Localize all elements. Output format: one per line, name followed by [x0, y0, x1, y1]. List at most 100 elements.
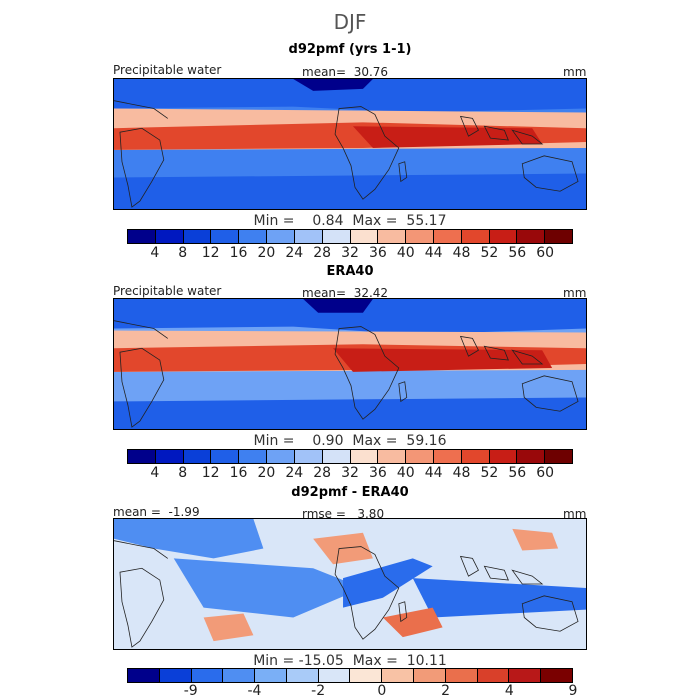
colorbar-swatch [155, 450, 184, 463]
colorbar-swatch [406, 230, 434, 243]
colorbar-swatch [378, 450, 407, 463]
panel3-title: d92pmf - ERA40 [291, 485, 409, 500]
colorbar-swatch [461, 230, 490, 243]
colorbar-swatch [223, 669, 256, 682]
colorbar-tick-label: 24 [285, 465, 304, 481]
panel3-colorbar [127, 668, 573, 683]
field-contour [114, 79, 586, 113]
colorbar-tick-label: 4 [150, 465, 160, 481]
panel2-minmax: Min = 0.90 Max = 59.16 [253, 433, 447, 449]
panel1-minmax: Min = 0.84 Max = 55.17 [253, 213, 447, 229]
colorbar-tick-label: 32 [341, 245, 359, 261]
colorbar-swatch [350, 669, 383, 682]
colorbar-swatch [489, 450, 518, 463]
coastline [334, 546, 400, 640]
colorbar-tick-label: 24 [285, 245, 304, 261]
coastline [459, 115, 479, 137]
panel3-rmse-label: rmse = 3.80 [302, 507, 385, 521]
colorbar-tick-label: 44 [424, 465, 443, 481]
panel3-minmax: Min = -15.05 Max = 10.11 [253, 653, 447, 669]
colorbar-swatch [155, 230, 184, 243]
colorbar-swatch [318, 669, 351, 682]
coastline [114, 320, 169, 339]
colorbar-swatch [378, 230, 407, 243]
colorbar-swatch [128, 669, 160, 682]
panel2-units-label: mm [563, 286, 587, 300]
field-contour [114, 173, 586, 209]
coastline [521, 595, 579, 632]
colorbar-tick-label: 56 [508, 245, 527, 261]
colorbar-tick-label: 16 [229, 465, 248, 481]
coastline [521, 375, 579, 412]
field-contour [303, 299, 373, 313]
coastline [521, 155, 579, 192]
colorbar-tick-label: 40 [396, 245, 415, 261]
colorbar-tick-label: 48 [452, 465, 471, 481]
colorbar-swatch [211, 230, 240, 243]
panel2-map [113, 298, 587, 430]
colorbar-swatch [477, 669, 510, 682]
colorbar-tick-label: 56 [508, 465, 527, 481]
colorbar-swatch [239, 450, 268, 463]
colorbar-tick-label: 60 [536, 245, 555, 261]
field-contour [333, 348, 553, 372]
panel2-title: ERA40 [326, 264, 374, 279]
colorbar-tick-label: 20 [257, 465, 276, 481]
coastline [334, 106, 400, 200]
colorbar-tick-label: -4 [247, 683, 262, 699]
field-contour [352, 126, 543, 148]
colorbar-swatch [267, 450, 295, 463]
coastline [459, 335, 479, 357]
colorbar-swatch [517, 450, 546, 463]
field-contour [412, 578, 586, 618]
coastline [114, 100, 169, 119]
colorbar-swatch [445, 669, 478, 682]
field-contour [114, 299, 586, 335]
figure-title: DJF [333, 10, 367, 34]
colorbar-tick-label: 28 [313, 245, 332, 261]
colorbar-tick-label: 36 [368, 245, 387, 261]
colorbar-swatch [128, 230, 156, 243]
map-canvas [114, 519, 586, 649]
colorbar-swatch [541, 669, 572, 682]
colorbar-swatch [239, 230, 268, 243]
colorbar-swatch [191, 669, 224, 682]
colorbar-swatch [322, 450, 351, 463]
coastline [511, 349, 544, 365]
panel3-colorbar-ticks: -9 -4 -2 0 2 4 9 [127, 683, 578, 700]
colorbar-tick-label: 44 [424, 245, 443, 261]
colorbar-swatch [267, 230, 295, 243]
coastline [483, 345, 509, 361]
colorbar-tick-label: 52 [480, 245, 499, 261]
colorbar-tick-label: -9 [183, 683, 198, 699]
colorbar-tick-label: 2 [441, 683, 451, 699]
colorbar-swatch [294, 450, 323, 463]
colorbar-swatch [183, 450, 212, 463]
coastline [398, 381, 408, 403]
colorbar-tick-label: 52 [480, 465, 499, 481]
coastline [459, 555, 479, 577]
colorbar-swatch [211, 450, 240, 463]
panel1-variable-label: Precipitable water [113, 63, 222, 77]
map-canvas [114, 79, 586, 209]
colorbar-swatch [406, 450, 434, 463]
panel2-colorbar-ticks: 4 8 12 16 20 24 28 32 36 40 44 48 52 56 60 [127, 465, 573, 483]
field-contour [512, 528, 559, 551]
colorbar-tick-label: 40 [396, 465, 415, 481]
colorbar-tick-label: 8 [178, 465, 188, 481]
colorbar-tick-label: 12 [201, 245, 220, 261]
field-contour [114, 397, 586, 429]
colorbar-tick-label: 48 [452, 245, 471, 261]
colorbar-swatch [294, 230, 323, 243]
colorbar-tick-label: 0 [377, 683, 387, 699]
colorbar-swatch [350, 230, 379, 243]
panel1-map [113, 78, 587, 210]
panel3-units-label: mm [563, 507, 587, 521]
colorbar-swatch [128, 450, 156, 463]
panel1-mean-label: mean= 30.76 [302, 65, 389, 79]
field-contour [343, 558, 433, 608]
colorbar-swatch [382, 669, 415, 682]
colorbar-swatch [433, 230, 462, 243]
colorbar-swatch [183, 230, 212, 243]
colorbar-swatch [286, 669, 319, 682]
